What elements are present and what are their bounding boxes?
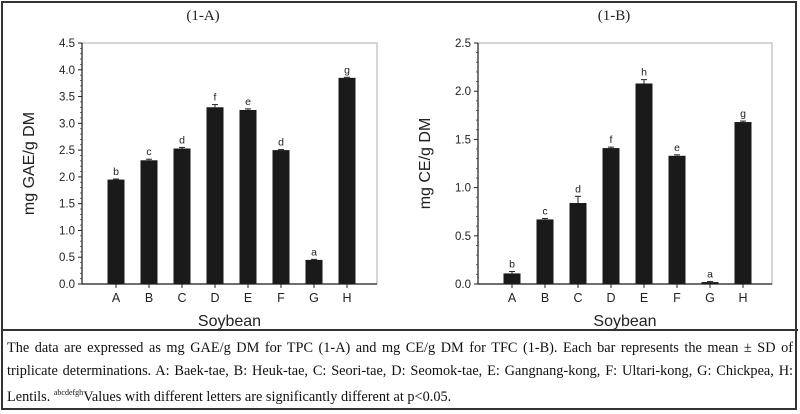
significance-letter: h bbox=[641, 67, 647, 79]
bar-B bbox=[536, 219, 554, 284]
significance-letter: e bbox=[245, 96, 251, 108]
bar-A bbox=[503, 273, 521, 284]
y-tick-label: 1.0 bbox=[59, 225, 75, 237]
y-tick-label: 0.5 bbox=[59, 252, 75, 264]
significance-letter: e bbox=[674, 142, 680, 154]
x-tick-label: D bbox=[210, 291, 219, 305]
caption-superscript: abcdefgh bbox=[53, 388, 84, 397]
significance-letter: g bbox=[740, 108, 746, 120]
significance-letter: d bbox=[575, 183, 581, 195]
y-tick-label: 2.0 bbox=[455, 86, 471, 98]
x-tick-label: A bbox=[508, 291, 517, 305]
significance-letter: f bbox=[610, 134, 613, 146]
bar-C bbox=[569, 203, 587, 284]
significance-letter: c bbox=[146, 146, 151, 158]
chart-title: (1-A) bbox=[186, 8, 219, 24]
y-tick-label: 3.0 bbox=[59, 118, 75, 130]
x-axis-label: Soybean bbox=[593, 313, 656, 330]
y-tick-label: 3.5 bbox=[59, 92, 75, 104]
y-tick-label: 1.5 bbox=[455, 134, 471, 146]
charts: (1-A) 0.0 0.5 1.0 1.5 2.0 2.5 3.0 3.5 4.0 4.5 b Ac Bd… bbox=[21, 8, 773, 330]
x-tick-label: H bbox=[738, 291, 747, 305]
y-tick-label: 4.0 bbox=[59, 65, 75, 77]
significance-letter: a bbox=[707, 269, 713, 281]
chart-title: (1-B) bbox=[598, 8, 631, 24]
significance-letter: d bbox=[179, 134, 185, 146]
plot-frame bbox=[477, 42, 773, 285]
bar-E bbox=[635, 83, 653, 284]
y-tick-label: 1.0 bbox=[455, 183, 471, 195]
x-tick-label: B bbox=[541, 291, 549, 305]
y-tick-label: 0.5 bbox=[455, 231, 471, 243]
x-tick-label: D bbox=[606, 291, 615, 305]
x-tick-label: A bbox=[112, 291, 121, 305]
x-tick-label: C bbox=[177, 291, 186, 305]
y-tick-label: 2.5 bbox=[59, 145, 75, 157]
figure-caption: The data are expressed as mg GAE/g DM fo… bbox=[7, 337, 793, 409]
bar-B bbox=[140, 160, 158, 284]
bar-C bbox=[173, 148, 191, 284]
y-tick-label: 1.5 bbox=[59, 199, 75, 211]
significance-letter: g bbox=[344, 64, 350, 76]
x-tick-label: G bbox=[309, 291, 319, 305]
significance-letter: b bbox=[509, 258, 515, 270]
x-tick-label: E bbox=[244, 291, 252, 305]
x-tick-label: C bbox=[573, 291, 582, 305]
bar-H bbox=[338, 77, 356, 284]
bar-H bbox=[734, 122, 752, 284]
plot-frame bbox=[81, 42, 378, 285]
y-tick-label: 0.0 bbox=[455, 279, 471, 291]
bar-D bbox=[206, 107, 224, 285]
y-tick-label: 0.0 bbox=[59, 279, 75, 291]
y-tick-label: 2.5 bbox=[455, 38, 471, 50]
significance-letter: f bbox=[214, 92, 217, 104]
bar-D bbox=[602, 148, 620, 284]
bar-F bbox=[272, 150, 290, 284]
significance-letter: d bbox=[278, 137, 284, 149]
x-tick-label: F bbox=[673, 291, 681, 305]
x-tick-label: E bbox=[640, 291, 648, 305]
bar-A bbox=[107, 179, 125, 284]
bar-G bbox=[305, 259, 323, 284]
x-tick-label: G bbox=[705, 291, 715, 305]
x-tick-label: B bbox=[145, 291, 153, 305]
y-axis-label: mg CE/g DM bbox=[417, 118, 434, 210]
significance-letter: b bbox=[113, 166, 119, 178]
y-tick-label: 2.0 bbox=[59, 172, 75, 184]
y-axis-label: mg GAE/g DM bbox=[21, 112, 38, 215]
bar-F bbox=[668, 155, 686, 284]
caption-text-end: Values with different letters are signif… bbox=[83, 389, 452, 405]
x-tick-label: H bbox=[342, 291, 351, 305]
bar-G bbox=[701, 282, 719, 284]
significance-letter: a bbox=[311, 246, 317, 258]
y-tick-label: 4.5 bbox=[59, 38, 75, 50]
bar-E bbox=[239, 109, 257, 284]
x-tick-label: F bbox=[277, 291, 285, 305]
caption-divider bbox=[1, 329, 798, 331]
x-axis-label: Soybean bbox=[198, 313, 261, 330]
caption-text: The data are expressed as mg GAE/g DM fo… bbox=[7, 340, 793, 405]
significance-letter: c bbox=[542, 205, 547, 217]
